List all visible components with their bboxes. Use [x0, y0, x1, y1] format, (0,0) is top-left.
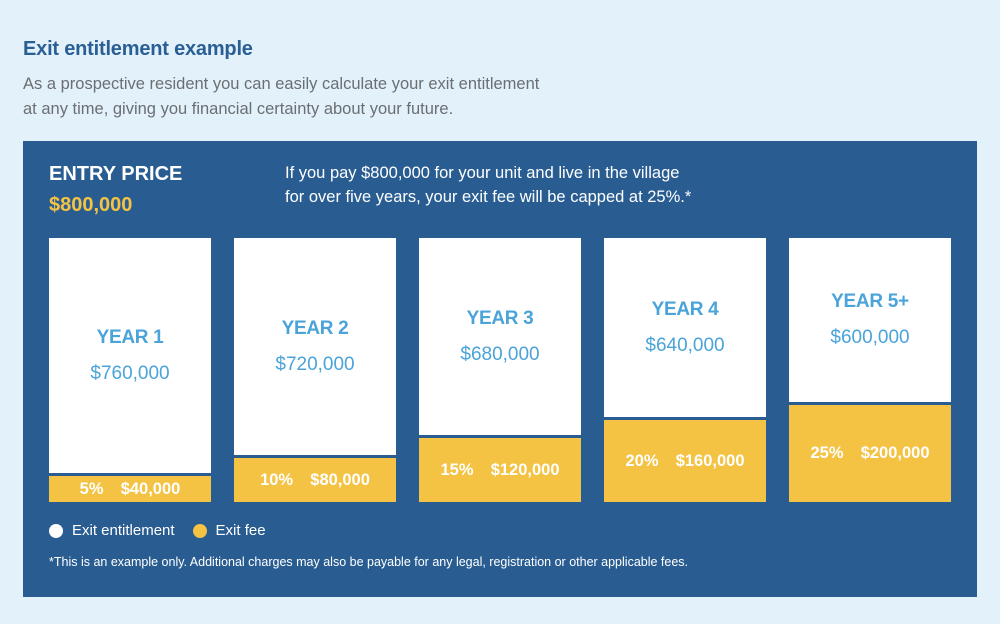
bar-year-3: YEAR 3 $680,000 15% $120,000 — [419, 238, 581, 502]
legend-label: Exit fee — [215, 522, 266, 539]
entitlement-amount: $680,000 — [460, 343, 540, 365]
bar-year-1: YEAR 1 $760,000 5% $40,000 — [49, 238, 211, 502]
bar-year-label: YEAR 2 — [281, 317, 349, 339]
footnote: *This is an example only. Additional cha… — [49, 555, 689, 569]
fee-amount: $200,000 — [860, 444, 930, 462]
fee-segment: 10% $80,000 — [234, 458, 396, 502]
entry-price-value: $800,000 — [49, 194, 133, 216]
fee-segment: 15% $120,000 — [419, 438, 581, 502]
bar-year-4: YEAR 4 $640,000 20% $160,000 — [604, 238, 766, 502]
entry-note-line-1: If you pay $800,000 for your unit and li… — [285, 164, 680, 182]
entitlement-amount: $600,000 — [830, 327, 910, 348]
entitlement-segment: YEAR 3 $680,000 — [419, 238, 581, 435]
intro-line-1: As a prospective resident you can easily… — [23, 75, 540, 93]
entitlement-amount: $640,000 — [645, 334, 725, 356]
fee-percent: 20% — [625, 451, 659, 470]
fee-segment: 5% $40,000 — [49, 476, 211, 502]
fee-segment: 20% $160,000 — [604, 420, 766, 502]
legend-item-entitlement: Exit entitlement — [49, 522, 175, 539]
fee-amount: $40,000 — [120, 479, 181, 498]
bar-year-label: YEAR 4 — [651, 298, 719, 320]
fee-percent: 10% — [260, 470, 294, 489]
fee-amount: $160,000 — [675, 451, 745, 470]
entry-note: If you pay $800,000 for your unit and li… — [285, 161, 805, 209]
bar-year-label: YEAR 3 — [466, 307, 534, 329]
entry-note-line-2: for over five years, your exit fee will … — [285, 188, 692, 206]
legend-item-fee: Exit fee — [192, 522, 266, 539]
fee-percent: 5% — [79, 479, 104, 498]
bar-year-5: YEAR 5+ $600,000 25% $200,000 — [789, 238, 951, 502]
bar-year-label: YEAR 5+ — [831, 291, 909, 312]
entitlement-segment: YEAR 5+ $600,000 — [789, 238, 951, 402]
entitlement-segment: YEAR 1 $760,000 — [49, 238, 211, 473]
intro-line-2: at any time, giving you financial certai… — [23, 100, 454, 118]
page-title: Exit entitlement example — [23, 38, 253, 60]
bar-year-label: YEAR 1 — [96, 326, 164, 348]
fee-amount: $120,000 — [490, 460, 560, 479]
bar-year-2: YEAR 2 $720,000 10% $80,000 — [234, 238, 396, 502]
legend-label: Exit entitlement — [72, 522, 175, 539]
entitlement-amount: $760,000 — [90, 362, 170, 384]
entitlement-segment: YEAR 2 $720,000 — [234, 238, 396, 455]
entry-price-label: ENTRY PRICE — [49, 163, 183, 185]
fee-percent: 25% — [810, 444, 844, 462]
yellow-dot-icon — [192, 523, 207, 538]
fee-percent: 15% — [440, 460, 474, 479]
fee-segment: 25% $200,000 — [789, 405, 951, 502]
chart-panel: ENTRY PRICE $800,000 If you pay $800,000… — [23, 141, 977, 597]
entitlement-segment: YEAR 4 $640,000 — [604, 238, 766, 417]
fee-amount: $80,000 — [310, 470, 370, 489]
white-dot-icon — [49, 523, 63, 538]
entitlement-amount: $720,000 — [275, 353, 355, 375]
legend: Exit entitlement Exit fee — [49, 522, 284, 539]
intro-text: As a prospective resident you can easily… — [23, 72, 663, 122]
